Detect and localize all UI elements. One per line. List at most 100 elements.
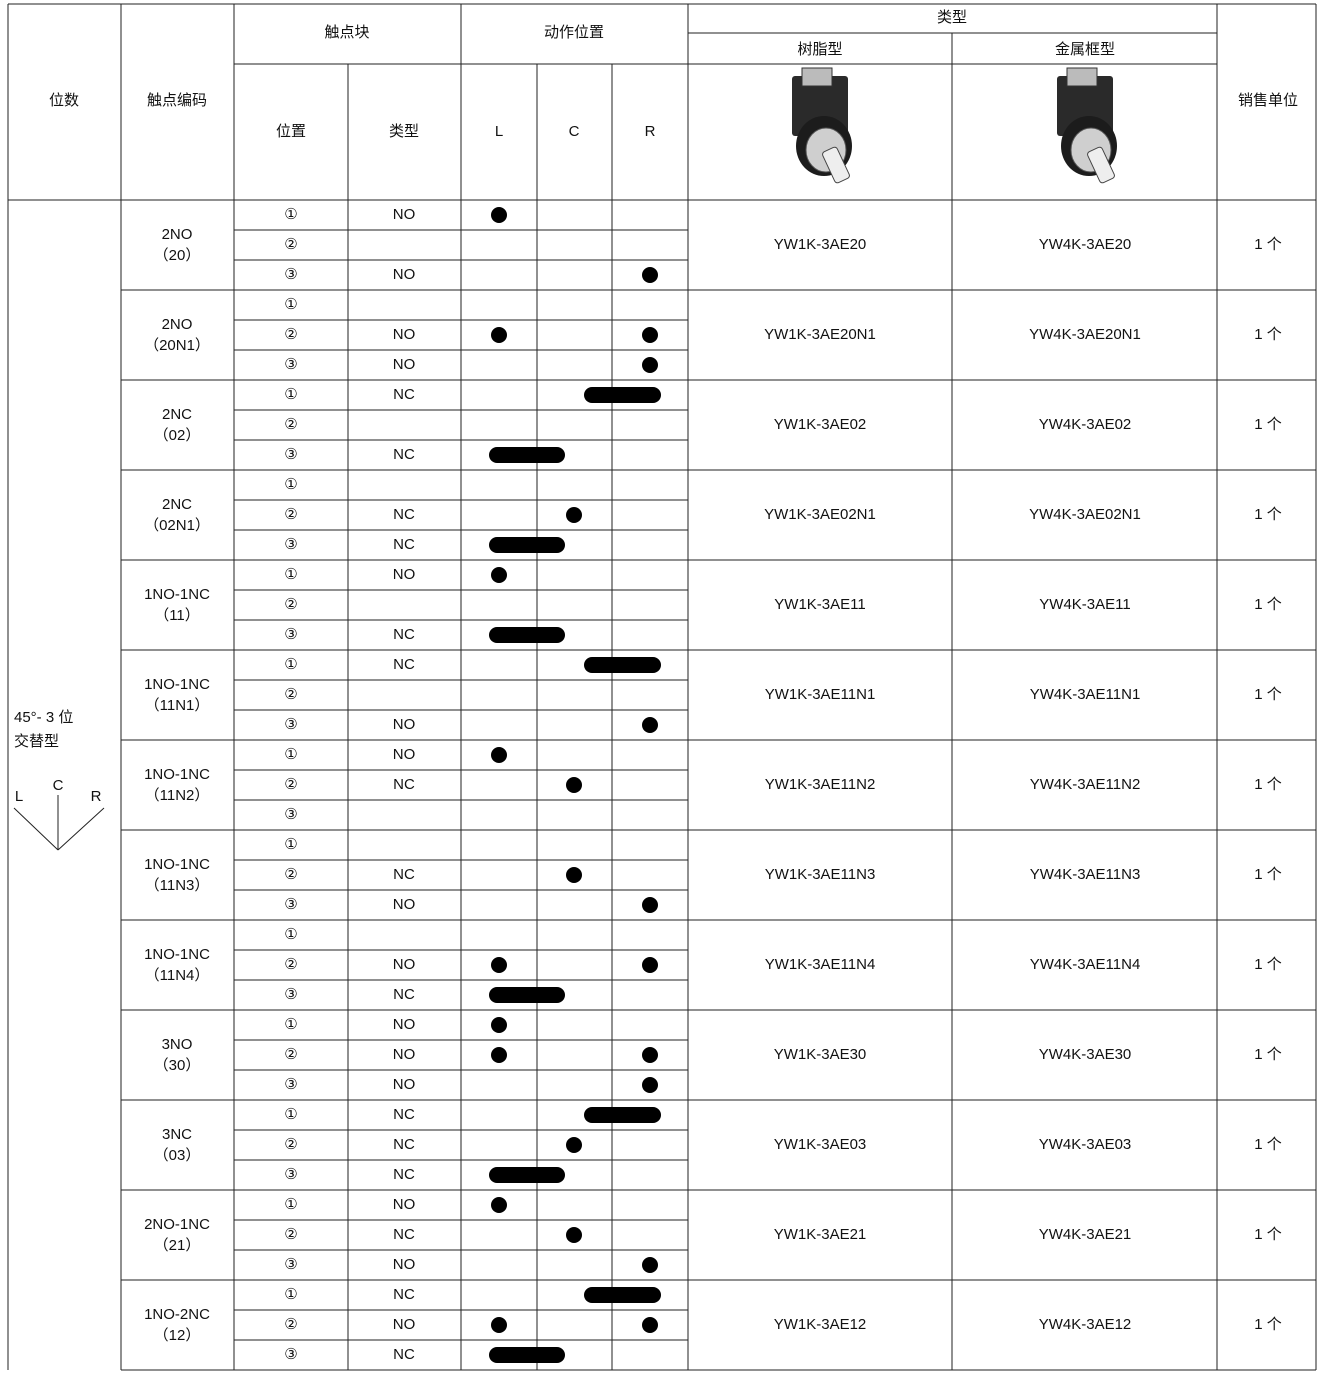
contact-dot	[642, 1317, 658, 1333]
cell-text: ③	[284, 806, 297, 823]
cell-text: 1 个	[1254, 1226, 1282, 1243]
cell-text: ③	[284, 986, 297, 1003]
cell-text: NO	[393, 1256, 416, 1273]
cell-text: YW4K-3AE12	[1039, 1316, 1132, 1333]
cell-text: R	[645, 123, 656, 140]
contact-bar	[489, 537, 565, 553]
cell-text: ①	[284, 746, 297, 763]
product-image	[791, 67, 853, 185]
cell-text: ②	[284, 236, 297, 253]
cell-text: ②	[284, 686, 297, 703]
cell-text: ②	[284, 1136, 297, 1153]
contact-bar	[489, 987, 565, 1003]
cell-text: NO	[393, 1016, 416, 1033]
contact-dot	[491, 1047, 507, 1063]
cell-text: NC	[393, 386, 415, 403]
cell-text: 类型	[937, 9, 967, 26]
cell-text: NC	[393, 1346, 415, 1363]
cell-text: NO	[393, 206, 416, 223]
cell-text: NO	[393, 956, 416, 973]
contact-dot	[642, 897, 658, 913]
cell-text: ③	[284, 896, 297, 913]
rule	[13, 807, 59, 851]
cell-text: ③	[284, 446, 297, 463]
contact-bar	[584, 1287, 661, 1303]
cell-text: ③	[284, 1166, 297, 1183]
cell-text: ①	[284, 1196, 297, 1213]
contact-bar	[489, 447, 565, 463]
cell-text: （02N1）	[144, 517, 210, 534]
cell-text: 1NO-1NC	[144, 586, 210, 603]
cell-text: 1 个	[1254, 686, 1282, 703]
cell-text: ③	[284, 1076, 297, 1093]
cell-text: 1NO-1NC	[144, 946, 210, 963]
cell-text: 树脂型	[797, 41, 842, 58]
contact-dot	[491, 567, 507, 583]
cell-text: 1 个	[1254, 1316, 1282, 1333]
contact-bar	[584, 657, 661, 673]
cell-text: （11N4）	[145, 967, 210, 984]
cell-text: NC	[393, 776, 415, 793]
cell-text: 1NO-1NC	[144, 766, 210, 783]
cell-text: ③	[284, 626, 297, 643]
contact-bar	[584, 387, 661, 403]
contact-dot	[491, 207, 507, 223]
cell-text: YW1K-3AE03	[774, 1136, 867, 1153]
cell-text: NC	[393, 1226, 415, 1243]
cell-text: ③	[284, 1256, 297, 1273]
cell-text: ①	[284, 656, 297, 673]
cell-text: 1 个	[1254, 956, 1282, 973]
cell-text: ①	[284, 836, 297, 853]
cell-text: NO	[393, 326, 416, 343]
cell-text: ②	[284, 506, 297, 523]
cell-text: ①	[284, 1016, 297, 1033]
cell-text: ①	[284, 386, 297, 403]
cell-text: ③	[284, 536, 297, 553]
contact-dot	[491, 1197, 507, 1213]
cell-text: YW4K-3AE02	[1039, 416, 1132, 433]
cell-text: NC	[393, 536, 415, 553]
cell-text: 3NC	[162, 1126, 192, 1143]
cell-text: C	[53, 777, 64, 794]
contact-dot	[566, 867, 582, 883]
cell-text: YW1K-3AE11N4	[765, 956, 876, 973]
cell-text: 销售单位	[1238, 92, 1298, 109]
cell-text: ②	[284, 1316, 297, 1333]
cell-text: R	[91, 788, 102, 805]
cell-text: （12）	[154, 1327, 201, 1344]
cell-text: ②	[284, 326, 297, 343]
cell-text: 2NC	[162, 496, 192, 513]
cell-text: YW1K-3AE12	[774, 1316, 867, 1333]
cell-text: YW1K-3AE02N1	[764, 506, 876, 523]
cell-text: 触点编码	[147, 92, 207, 109]
cell-text: NO	[393, 356, 416, 373]
contact-dot	[642, 1077, 658, 1093]
cell-text: 2NO	[162, 226, 193, 243]
cell-text: 1 个	[1254, 416, 1282, 433]
cell-text: ②	[284, 956, 297, 973]
cell-text: ①	[284, 206, 297, 223]
cell-text: YW1K-3AE30	[774, 1046, 867, 1063]
cell-text: NC	[393, 446, 415, 463]
cell-text: L	[15, 788, 23, 805]
cell-text: L	[495, 123, 503, 140]
cell-text: 2NO-1NC	[144, 1216, 210, 1233]
cell-text: ②	[284, 596, 297, 613]
cell-text: ③	[284, 1346, 297, 1363]
cell-text: NO	[393, 716, 416, 733]
cell-text: （11）	[154, 607, 200, 624]
cell-text: YW1K-3AE11N2	[765, 776, 876, 793]
cell-text: 类型	[389, 123, 419, 140]
contact-dot	[491, 1317, 507, 1333]
cell-text: YW1K-3AE11	[774, 596, 865, 613]
cell-text: （20N1）	[144, 337, 210, 354]
contact-dot	[642, 717, 658, 733]
cell-text: 1 个	[1254, 596, 1282, 613]
cell-text: 1 个	[1254, 866, 1282, 883]
cell-text: （11N1）	[145, 697, 210, 714]
cell-text: YW1K-3AE11N1	[765, 686, 876, 703]
cell-text: 1NO-1NC	[144, 676, 210, 693]
cell-text: 1 个	[1254, 326, 1282, 343]
contact-bar	[489, 1347, 565, 1363]
cell-text: （11N3）	[145, 877, 210, 894]
